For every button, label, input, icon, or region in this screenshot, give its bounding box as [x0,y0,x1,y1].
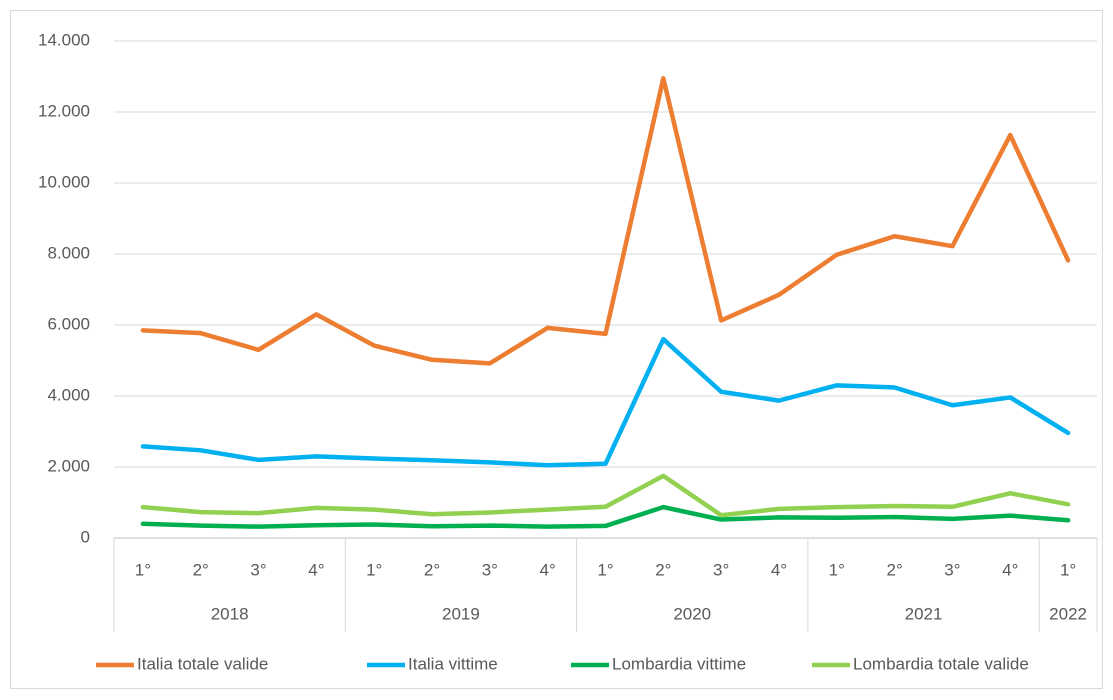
x-tick-label: 1° [597,560,613,579]
x-tick-label: 2° [193,560,209,579]
line-series [140,76,1071,366]
line-series [140,473,1071,518]
x-tick-label: 4° [771,560,787,579]
x-group-label: 2021 [905,604,943,623]
x-group-label: 2019 [442,604,480,623]
y-tick-label: 6.000 [47,314,90,333]
x-tick-label: 3° [944,560,960,579]
line-series [140,336,1071,468]
y-tick-label: 10.000 [38,172,90,191]
x-tick-label: 1° [1060,560,1076,579]
x-tick-label: 4° [540,560,556,579]
x-tick-label: 1° [829,560,845,579]
y-tick-label: 12.000 [38,101,90,120]
legend-label: Lombardia vittime [612,654,746,673]
x-tick-label: 3° [713,560,729,579]
y-tick-label: 2.000 [47,456,90,475]
x-group-label: 2020 [673,604,711,623]
legend-label: Lombardia totale valide [853,654,1029,673]
x-tick-label: 1° [135,560,151,579]
chart-border [10,10,1103,689]
y-tick-label: 14.000 [38,30,90,49]
legend-label: Italia vittime [408,654,498,673]
x-tick-label: 4° [308,560,324,579]
y-tick-label: 0 [81,527,90,546]
x-tick-label: 3° [250,560,266,579]
x-tick-label: 2° [886,560,902,579]
x-tick-label: 2° [655,560,671,579]
y-tick-label: 8.000 [47,243,90,262]
x-tick-label: 2° [424,560,440,579]
legend-label: Italia totale valide [137,654,268,673]
x-tick-label: 1° [366,560,382,579]
y-tick-label: 4.000 [47,385,90,404]
x-group-label: 2018 [211,604,249,623]
x-group-label: 2022 [1049,604,1087,623]
line-series [140,504,1071,529]
x-tick-label: 3° [482,560,498,579]
x-tick-label: 4° [1002,560,1018,579]
